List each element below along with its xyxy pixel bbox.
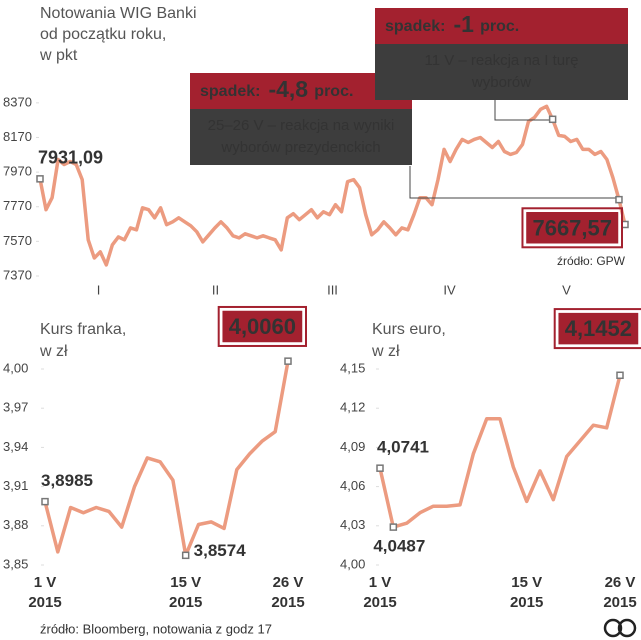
chart-title: Kurs euro,: [372, 321, 446, 338]
value-label-frame: [553, 308, 641, 350]
chart-title: w pkt: [39, 47, 78, 64]
point-marker: [616, 371, 624, 380]
point-marker: [615, 195, 623, 204]
data-line: [43, 360, 290, 558]
data-line: [378, 374, 622, 529]
y-tick-label: 3,88: [3, 517, 28, 532]
value-label: 7931,09: [38, 148, 103, 168]
x-tick-year: 2015: [510, 594, 543, 611]
x-tick-label: 15 V: [511, 574, 542, 591]
y-tick-label: 7570: [3, 233, 32, 248]
annotation-body: [375, 44, 628, 100]
x-tick-label: 15 V: [170, 574, 201, 591]
value-label-text: 3,8985: [41, 471, 93, 490]
x-tick-year: 2015: [28, 594, 61, 611]
annotation-change: -1: [453, 11, 474, 37]
x-tick-label: IV: [443, 282, 456, 297]
value-label: 4,1452: [553, 308, 641, 350]
value-label: 4,0060: [217, 305, 307, 347]
annotation-text: wyborów: [471, 74, 531, 91]
point-marker: [284, 357, 292, 365]
value-label: 3,8574: [194, 541, 247, 560]
x-tick-year: 2015: [169, 594, 202, 611]
x-tick-label: II: [212, 282, 219, 297]
chart-title: w zł: [371, 343, 400, 360]
annotation-change: -4,8: [268, 76, 308, 102]
x-tick-label: V: [562, 282, 571, 297]
y-tick-label: 7770: [3, 198, 32, 213]
value-label: 3,8985: [41, 471, 93, 490]
chart-title: Kurs franka,: [40, 321, 126, 338]
annotation-text: 25–26 V – reakcja na wyniki: [208, 117, 395, 134]
y-tick-label: 4,00: [3, 360, 28, 375]
value-label-text: 7931,09: [38, 148, 103, 168]
point-marker: [389, 523, 398, 531]
annotation-unit: proc.: [480, 18, 519, 35]
value-label-text: 4,0487: [373, 537, 425, 556]
value-label-frame: [217, 305, 307, 347]
y-tick-label: 3,91: [3, 478, 28, 493]
annotation-heading: spadek:: [200, 83, 260, 100]
value-label-box: [524, 210, 620, 246]
value-label: 4,0741: [377, 438, 429, 457]
y-tick-label: 4,00: [340, 556, 365, 571]
y-tick-label: 4,03: [340, 517, 365, 532]
footer-source: źródło: Bloomberg, notowania z godz 17: [40, 621, 272, 636]
value-label-text: 4,0060: [229, 314, 296, 339]
annotation-text: 11 V – reakcja na I turę: [425, 52, 579, 69]
y-tick-label: 7370: [3, 267, 32, 282]
x-tick-label: 1 V: [369, 574, 392, 591]
logo: [603, 618, 637, 638]
y-tick-label: 4,15: [340, 360, 365, 375]
point-marker: [548, 115, 557, 124]
value-label-text: 7667,57: [532, 215, 612, 240]
value-label-text: 4,0741: [377, 438, 429, 457]
x-tick-label: I: [97, 282, 101, 297]
point-marker: [376, 464, 384, 472]
y-tick-label: 8370: [3, 94, 32, 109]
chart-title: Notowania WIG Banki: [40, 5, 197, 22]
y-tick-label: 4,12: [340, 400, 365, 415]
annotation-text: wyborów prezydenckich: [220, 139, 380, 156]
point-marker: [41, 497, 49, 506]
y-tick-label: 3,94: [3, 439, 28, 454]
annotation-header: [375, 8, 628, 44]
annotation-body: [190, 109, 412, 165]
point-marker: [181, 551, 190, 560]
x-tick-label: 26 V: [605, 574, 636, 591]
y-tick-label: 4,06: [340, 478, 365, 493]
value-label: 7667,57: [521, 207, 623, 249]
x-tick-label: 26 V: [273, 574, 304, 591]
annotation-heading: spadek:: [385, 18, 445, 35]
x-tick-label: 1 V: [34, 574, 57, 591]
value-label-text: 4,1452: [565, 316, 632, 341]
source: źródło: GPW: [557, 254, 626, 268]
chart-title: w zł: [39, 343, 68, 360]
point-marker: [36, 175, 44, 183]
value-label-box: [220, 309, 304, 344]
annotation-unit: proc.: [314, 83, 353, 100]
chart-title: od początku roku,: [40, 26, 166, 43]
y-tick-label: 3,85: [3, 556, 28, 571]
value-label-box: [556, 311, 640, 346]
value-label: 4,0487: [373, 537, 425, 556]
x-tick-year: 2015: [363, 594, 396, 611]
y-tick-label: 3,97: [3, 400, 28, 415]
x-tick-label: III: [327, 282, 338, 297]
y-tick-label: 7970: [3, 164, 32, 179]
x-tick-year: 2015: [271, 594, 304, 611]
y-tick-label: 4,09: [340, 439, 365, 454]
x-tick-year: 2015: [603, 594, 636, 611]
value-label-frame: [521, 207, 623, 249]
value-label-text: 3,8574: [194, 541, 247, 560]
y-tick-label: 8170: [3, 129, 32, 144]
data-line: [38, 104, 627, 267]
